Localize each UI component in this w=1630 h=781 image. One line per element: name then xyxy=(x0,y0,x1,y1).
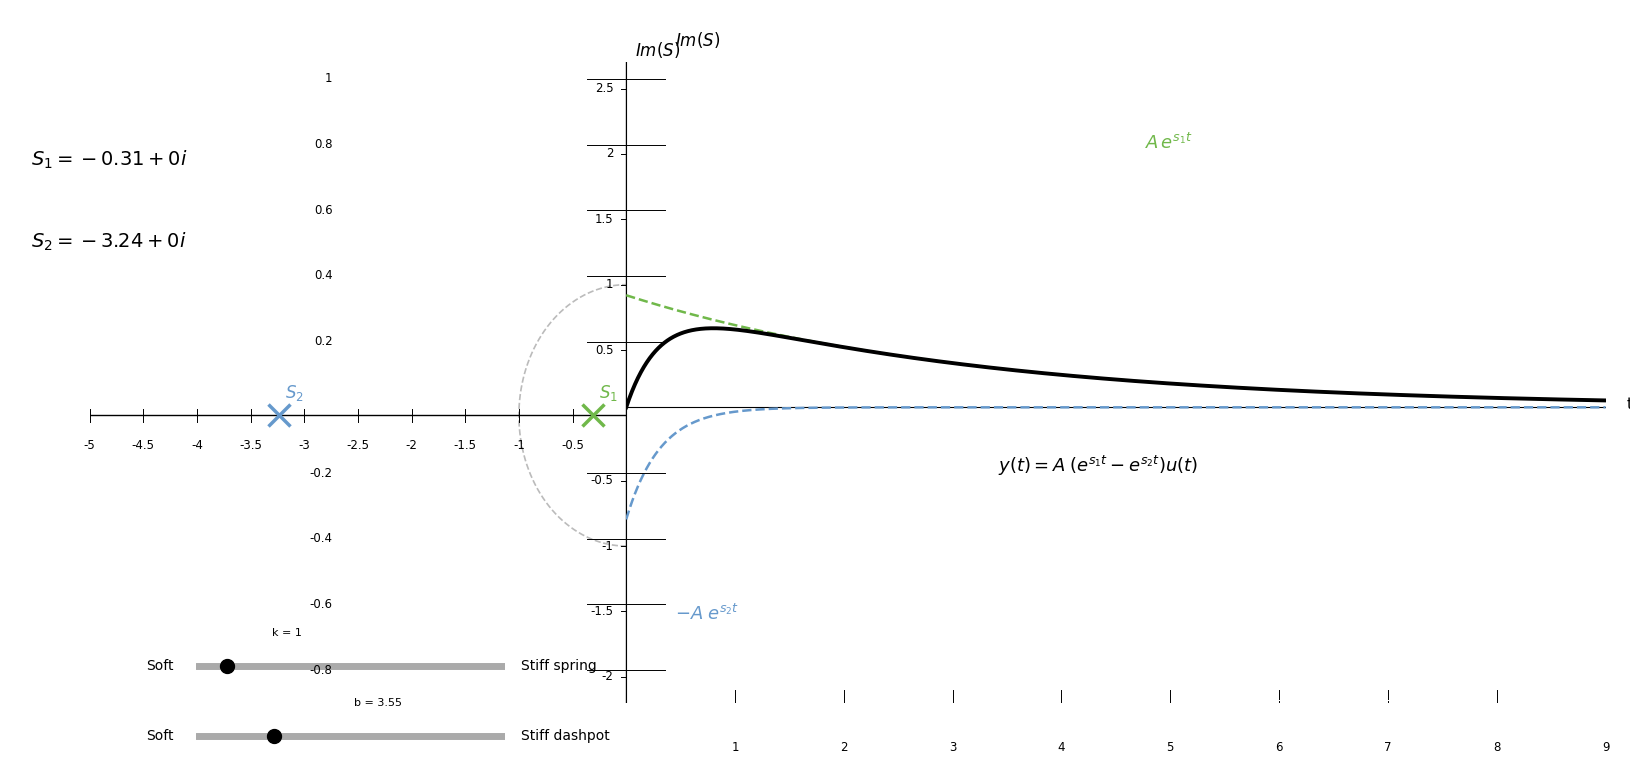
Text: t  (Time): t (Time) xyxy=(1627,397,1630,412)
Text: $A_{\,}e^{s_1 t}$: $A_{\,}e^{s_1 t}$ xyxy=(1146,132,1193,150)
Text: $S_1 = -0.31 + 0\mathit{i}$: $S_1 = -0.31 + 0\mathit{i}$ xyxy=(31,149,187,171)
Text: Pole $-$ zero plot of H(s) $= \dfrac{1}{s^2 + bs + k}$: Pole $-$ zero plot of H(s) $= \dfrac{1}{… xyxy=(29,34,391,76)
Text: $-A\;e^{s_2 t}$: $-A\;e^{s_2 t}$ xyxy=(675,604,738,624)
Text: -2: -2 xyxy=(601,670,613,683)
Text: 1: 1 xyxy=(606,278,613,291)
Text: Soft: Soft xyxy=(147,659,174,672)
Text: $S_2$: $S_2$ xyxy=(285,383,303,403)
Text: $b = 3.55$: $b = 3.55$ xyxy=(46,722,126,741)
Text: 0.2: 0.2 xyxy=(313,335,333,348)
Text: $S_1$: $S_1$ xyxy=(600,383,618,403)
Text: -1.5: -1.5 xyxy=(590,605,613,618)
Text: 8: 8 xyxy=(1493,741,1501,754)
Text: Stiff dashpot: Stiff dashpot xyxy=(522,729,610,743)
Text: -0.5: -0.5 xyxy=(590,474,613,487)
Text: 5: 5 xyxy=(1167,741,1174,754)
Text: 7: 7 xyxy=(1384,741,1392,754)
Text: 2: 2 xyxy=(606,148,613,160)
Text: 0.5: 0.5 xyxy=(670,439,689,452)
Text: 0.5: 0.5 xyxy=(595,344,613,356)
Text: -0.4: -0.4 xyxy=(310,532,333,545)
Text: $k = 1$: $k = 1$ xyxy=(62,652,109,671)
Text: -2: -2 xyxy=(406,439,417,452)
Text: 1: 1 xyxy=(324,73,333,85)
Text: 6: 6 xyxy=(1275,741,1283,754)
Text: $S_2 = -3.24 + 0\mathit{i}$: $S_2 = -3.24 + 0\mathit{i}$ xyxy=(31,231,186,253)
Text: 9: 9 xyxy=(1602,741,1609,754)
Text: $Im(S)$: $Im(S)$ xyxy=(634,40,680,60)
Text: $Re(S)$: $Re(S)$ xyxy=(735,448,781,468)
Text: -5: -5 xyxy=(83,439,96,452)
Text: 1: 1 xyxy=(730,439,737,452)
Text: Stiff spring: Stiff spring xyxy=(522,659,597,672)
Text: 1.5: 1.5 xyxy=(595,212,613,226)
Text: 0.8: 0.8 xyxy=(315,138,333,151)
Text: -4.5: -4.5 xyxy=(132,439,155,452)
Text: 3: 3 xyxy=(949,741,957,754)
Text: -0.2: -0.2 xyxy=(310,466,333,480)
Text: 2: 2 xyxy=(839,741,848,754)
Text: -1: -1 xyxy=(601,540,613,553)
Text: -0.6: -0.6 xyxy=(310,598,333,611)
Text: 0.6: 0.6 xyxy=(313,204,333,217)
Text: k = 1: k = 1 xyxy=(272,628,302,638)
Text: b = 3.55: b = 3.55 xyxy=(354,698,403,708)
Text: Soft: Soft xyxy=(147,729,174,743)
Text: -0.8: -0.8 xyxy=(310,664,333,676)
Text: 4: 4 xyxy=(1058,741,1066,754)
Text: $Im(S)$: $Im(S)$ xyxy=(675,30,720,50)
Text: $\mathrm{A} = \dfrac{1}{s_1 - s_2}\;\propto\;\dfrac{1}{\mathrm{Distance\ between: $\mathrm{A} = \dfrac{1}{s_1 - s_2}\;\pro… xyxy=(1048,683,1430,723)
Text: Impulse reponse y(t): Impulse reponse y(t) xyxy=(1148,45,1363,65)
Text: 1: 1 xyxy=(732,741,738,754)
Text: 0.4: 0.4 xyxy=(313,269,333,283)
Text: -2.5: -2.5 xyxy=(347,439,370,452)
Text: -1.5: -1.5 xyxy=(453,439,476,452)
Text: 2.5: 2.5 xyxy=(595,82,613,95)
Text: -1: -1 xyxy=(513,439,525,452)
Text: $y(t) = A \; \left(e^{s_1 t} - e^{s_2 t}\right) u(t)$: $y(t) = A \; \left(e^{s_1 t} - e^{s_2 t}… xyxy=(998,455,1198,478)
Text: -0.5: -0.5 xyxy=(561,439,584,452)
Text: -3.5: -3.5 xyxy=(240,439,262,452)
Text: -4: -4 xyxy=(191,439,202,452)
Text: -3: -3 xyxy=(298,439,310,452)
